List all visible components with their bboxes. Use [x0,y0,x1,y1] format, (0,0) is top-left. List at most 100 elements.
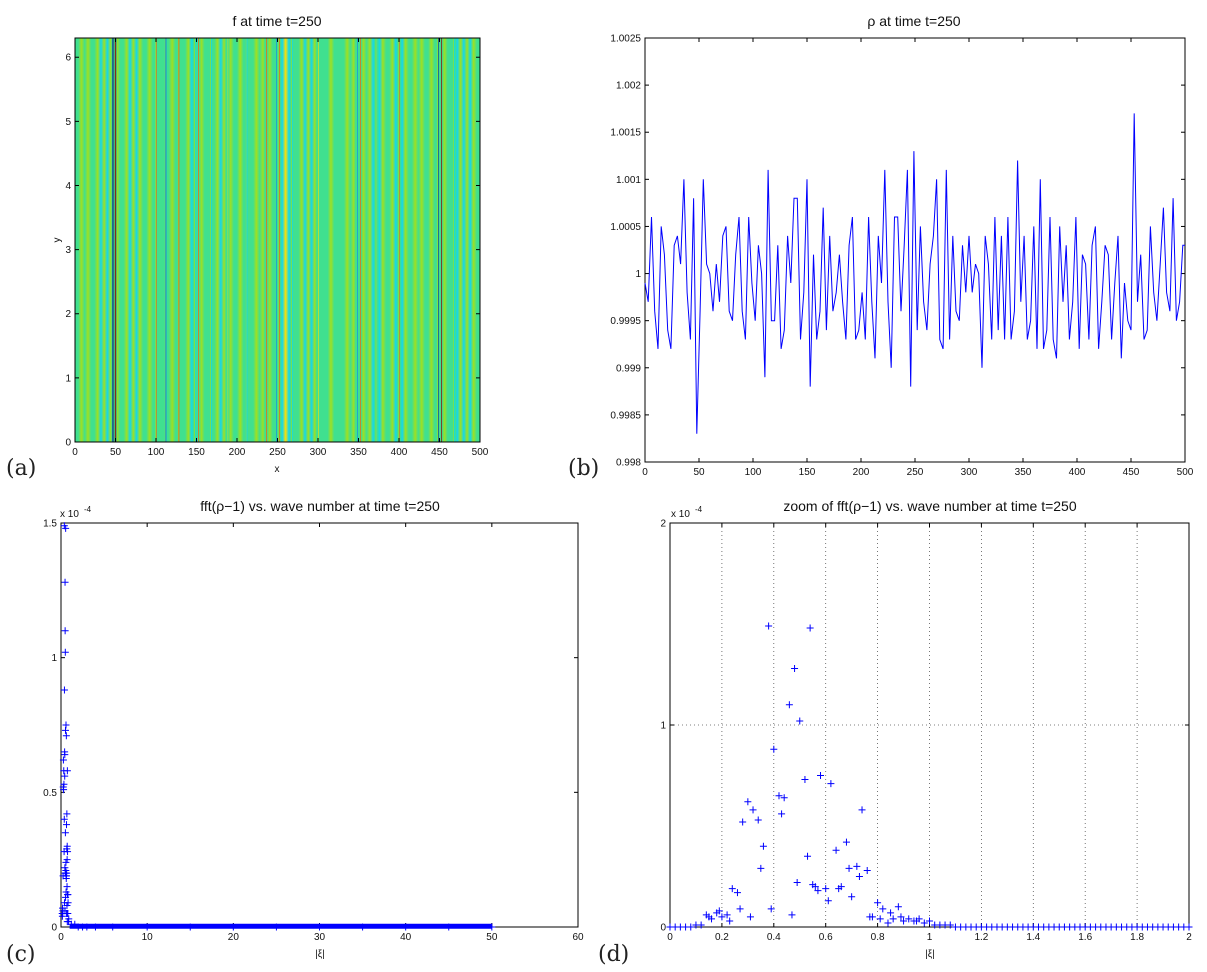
chart-c-point [63,901,71,909]
chart-c-exponent-label: x 10 [60,509,79,520]
chart-d-point [757,864,765,872]
chart-d-xtick-label: 1.8 [1130,932,1144,943]
chart-c-point [60,780,68,788]
chart-b-xtick-label: 100 [745,467,762,478]
chart-a-xtick-label: 350 [350,447,367,458]
chart-c-point [316,923,323,931]
chart-d-point [785,701,793,709]
chart-a-xtick-label: 50 [110,447,122,458]
chart-d-point [767,905,775,913]
chart-d-grid [670,523,1189,927]
chart-d-point [817,772,825,779]
chart-b-xtick-label: 200 [853,467,870,478]
chart-d-point [778,810,786,818]
chart-a-xtick-label: 500 [472,447,489,458]
chart-c-point [59,756,67,764]
panel-d: zoom of fft(ρ−1) vs. wave number at time… [598,498,1193,967]
chart-b-xtick-label: 250 [907,467,924,478]
chart-c-point [402,923,410,931]
chart-c-xtick-label: 60 [572,932,584,943]
chart-c-point [63,845,71,853]
chart-d-point [866,913,874,921]
chart-b-xtick-label: 350 [1015,467,1032,478]
chart-b-xtick-label: 0 [642,467,648,478]
chart-d-ytick-label: 2 [660,519,666,530]
chart-d-point [770,745,778,753]
chart-d-xtick-label: 2 [1186,932,1192,943]
chart-a-ytick-label: 2 [65,309,71,320]
chart-b-xtick-label: 300 [961,467,978,478]
chart-b-ytick-label: 1.0025 [610,34,641,45]
chart-c-point [62,732,70,740]
chart-c-point [63,810,71,818]
chart-c-point [61,829,69,837]
chart-a-ytick-label: 6 [65,53,71,64]
chart-d-point [827,780,835,788]
chart-a-ytick-label: 0 [65,438,71,449]
chart-d-point [744,798,752,806]
chart-d-xlabel: |ξ| [925,949,935,960]
chart-c-point [62,875,70,883]
chart-c-point [62,721,70,729]
chart-b-xtick-label: 400 [1069,467,1086,478]
chart-b-ytick-label: 1.0005 [610,222,641,233]
chart-d-point [723,911,731,919]
chart-d-point [788,911,796,919]
chart-b-xtick-label: 500 [1177,467,1194,478]
chart-d-point [879,905,887,913]
panel-label-b: (b) [568,456,599,481]
chart-b-ytick-label: 1.001 [616,175,641,186]
chart-d-point [887,909,895,917]
chart-a-xlabel: x [275,464,280,475]
chart-c-point [63,918,71,926]
chart-c-xtick-label: 50 [486,932,498,943]
chart-d-point [780,794,788,802]
chart-c-point [143,923,151,931]
chart-b-xtick-label: 150 [799,467,816,478]
chart-d-xtick-label: 1.2 [974,932,988,943]
chart-d-point [845,864,853,872]
chart-d-point [835,885,843,893]
chart-b-title: ρ at time t=250 [867,13,960,29]
chart-d-point [796,717,804,725]
chart-c-xtick-label: 30 [314,932,326,943]
chart-d-point [926,917,933,925]
chart-d-ytick-label: 1 [660,721,666,732]
chart-d-point [697,921,705,929]
chart-d-point [715,907,723,915]
chart-c-point [61,627,69,635]
chart-d-points [666,622,1193,931]
chart-c-xtick-label: 40 [400,932,412,943]
panel-label-a: (a) [6,456,36,481]
chart-c-point [359,923,367,931]
chart-d-point [1185,923,1193,931]
chart-d-point [749,806,757,814]
chart-c-frame [60,522,579,928]
chart-d-point [687,923,695,931]
chart-d-point [705,913,713,921]
chart-d-point [791,664,799,672]
chart-a-title: f at time t=250 [232,13,321,29]
chart-d-exponent-label: x 10 [671,509,690,520]
chart-d-point [884,919,892,927]
chart-d-point [842,838,850,846]
chart-d-point [876,915,884,923]
chart-c-point [62,858,70,866]
chart-c-point [60,522,68,530]
chart-b-ytick-label: 0.9995 [610,316,641,327]
chart-d-xtick-label: 0.6 [819,932,833,943]
chart-d-xtick-label: 1 [927,932,933,943]
chart-d-point [897,913,905,921]
chart-c-point [60,815,68,823]
chart-c-points [58,522,496,931]
chart-a-xtick-label: 250 [269,447,286,458]
chart-c-point [83,923,91,931]
chart-d-point [728,885,736,893]
chart-c-point [63,821,71,829]
chart-d-ticks: 0 0.2 0.4 0.6 0.8 1 1.2 1.4 1.6 1.8 2 0 1 2 [660,519,1192,944]
chart-a-xtick-label: 300 [310,447,327,458]
chart-d-point [775,792,783,800]
chart-c-point [272,923,280,931]
chart-c-xtick-label: 0 [58,932,64,943]
chart-b-series-line [644,113,1185,434]
